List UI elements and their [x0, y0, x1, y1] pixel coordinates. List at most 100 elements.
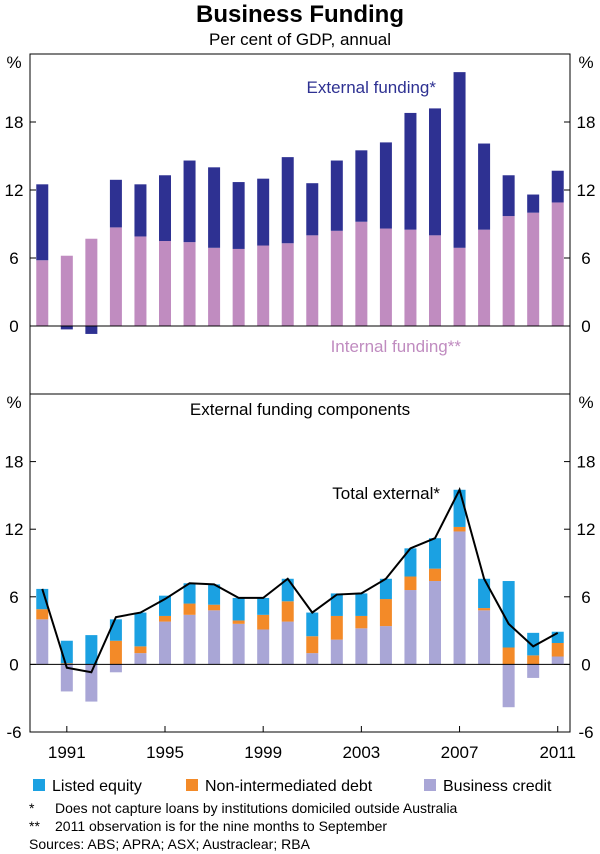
- bottom-bar-non-intermediated-debt-1996: [183, 603, 196, 615]
- top-ytick-label-left: 12: [5, 181, 24, 200]
- footnote-text-1: Does not capture loans by institutions d…: [55, 800, 458, 816]
- bottom-bar-business-credit-2006: [429, 581, 441, 665]
- bottom-bar-business-credit-2002: [330, 639, 343, 665]
- bottom-bar-listed-equity-1999: [257, 597, 270, 615]
- top-bar-internal-1999: [257, 245, 270, 326]
- bottom-bar-listed-equity-2002: [330, 593, 343, 616]
- top-bar-internal-1992: [85, 238, 98, 326]
- chart-subtitle: Per cent of GDP, annual: [209, 30, 391, 49]
- top-bar-external-2005: [404, 112, 417, 230]
- bottom-bar-business-credit-1992: [85, 664, 98, 702]
- bottom-bar-business-credit-1991: [60, 664, 73, 692]
- top-bar-internal-2010: [527, 212, 540, 326]
- top-bar-external-1996: [183, 160, 196, 243]
- bottom-bar-non-intermediated-debt-1994: [134, 646, 147, 654]
- bottom-bar-non-intermediated-debt-1995: [159, 615, 171, 622]
- top-bar-internal-2006: [429, 235, 441, 326]
- bottom-bar-non-intermediated-debt-1999: [257, 614, 270, 630]
- bottom-ytick-label-right: 6: [581, 588, 590, 607]
- bottom-bar-listed-equity-2009: [502, 581, 515, 648]
- bottom-bar-listed-equity-1994: [134, 612, 147, 647]
- top-ytick-label-right: 6: [581, 249, 590, 268]
- top-ytick-label-right: 12: [577, 181, 596, 200]
- top-bar-internal-2005: [404, 229, 417, 326]
- top-bar-external-1994: [134, 184, 147, 237]
- bottom-bar-business-credit-2001: [306, 653, 319, 665]
- top-bar-external-2011: [551, 170, 564, 203]
- bottom-bar-listed-equity-2005: [404, 548, 417, 577]
- footnote-text-2: 2011 observation is for the nine months …: [55, 818, 387, 834]
- bottom-bar-non-intermediated-debt-1990: [36, 609, 49, 620]
- top-bar-external-1995: [159, 175, 171, 241]
- bottom-bar-business-credit-2004: [379, 626, 392, 665]
- bottom-bar-business-credit-1997: [208, 610, 221, 665]
- top-bar-internal-2002: [330, 230, 343, 326]
- top-bar-internal-2003: [355, 221, 368, 326]
- bottom-bar-business-credit-2010: [527, 664, 540, 678]
- bottom-bar-listed-equity-1998: [232, 597, 245, 621]
- bottom-ytick-label-left: 18: [5, 453, 24, 472]
- bottom-ytick-label-left: 12: [5, 520, 24, 539]
- top-bar-external-2008: [478, 143, 491, 230]
- bottom-bar-business-credit-1999: [257, 629, 270, 665]
- top-bar-internal-1996: [183, 242, 196, 326]
- bottom-bar-listed-equity-2003: [355, 593, 368, 616]
- footnote-marker-2: **: [29, 818, 40, 834]
- chart-title: Business Funding: [196, 1, 404, 28]
- top-bar-external-2006: [429, 108, 441, 236]
- top-bar-external-1992: [85, 326, 98, 334]
- bottom-ytick-label-right: -6: [578, 723, 593, 742]
- top-ytick-label-right: 18: [577, 113, 596, 132]
- top-bar-external-2001: [306, 183, 319, 236]
- bottom-bar-listed-equity-2004: [379, 578, 392, 600]
- top-bar-internal-1991: [60, 255, 73, 326]
- total-external-label: Total external*: [332, 484, 440, 503]
- top-bar-internal-1997: [208, 247, 221, 326]
- top-bar-external-2010: [527, 194, 540, 213]
- bottom-bar-non-intermediated-debt-2001: [306, 636, 319, 654]
- legend: Listed equity Non-intermediated debt Bus…: [33, 778, 552, 795]
- top-bar-internal-1994: [134, 236, 147, 326]
- bottom-bar-listed-equity-1992: [85, 635, 98, 665]
- top-bar-external-1991: [60, 326, 73, 330]
- top-bar-internal-2000: [281, 243, 294, 326]
- top-bar-internal-2001: [306, 235, 319, 326]
- top-bar-internal-1993: [109, 227, 122, 326]
- bottom-xtick-label-1999: 1999: [244, 743, 282, 762]
- top-bar-external-1998: [232, 182, 245, 249]
- bottom-ytick-label-right: 18: [577, 453, 596, 472]
- top-bar-internal-1998: [232, 248, 245, 326]
- bottom-bar-listed-equity-2011: [551, 631, 564, 643]
- top-label-external: External funding*: [307, 78, 437, 97]
- top-bar-external-1990: [36, 184, 49, 261]
- bottom-bar-business-credit-1994: [134, 653, 147, 665]
- legend-swatch-business-credit: [424, 779, 436, 791]
- bottom-xtick-label-1995: 1995: [146, 743, 184, 762]
- top-bar-external-2009: [502, 175, 515, 217]
- bottom-bar-listed-equity-2010: [527, 632, 540, 656]
- top-bar-external-2007: [453, 72, 466, 248]
- top-label-internal: Internal funding**: [331, 337, 462, 356]
- bottom-panel-title: External funding components: [190, 400, 410, 419]
- bottom-bar-non-intermediated-debt-2010: [527, 655, 540, 665]
- bottom-unit-left: %: [6, 393, 21, 412]
- top-ytick-label-left: 0: [9, 317, 18, 336]
- bottom-bar-listed-equity-2006: [429, 538, 441, 569]
- legend-swatch-listed-equity: [33, 779, 45, 791]
- top-bar-external-2002: [330, 160, 343, 231]
- top-bar-internal-2011: [551, 202, 564, 326]
- bottom-xtick-label-2011: 2011: [539, 743, 576, 762]
- bottom-bar-non-intermediated-debt-2005: [404, 576, 417, 591]
- top-unit-left: %: [6, 53, 21, 72]
- top-panel: % % 0 0 6 6 12 12 18 18 External funding* Internal …: [5, 53, 596, 395]
- bottom-bar-non-intermediated-debt-2003: [355, 615, 368, 629]
- bottom-bar-non-intermediated-debt-2009: [502, 647, 515, 665]
- bottom-bar-business-credit-1996: [183, 614, 196, 665]
- top-bar-external-1997: [208, 167, 221, 248]
- bottom-unit-right: %: [578, 393, 593, 412]
- bottom-bar-non-intermediated-debt-2000: [281, 601, 294, 622]
- bottom-bar-listed-equity-1996: [183, 583, 196, 604]
- bottom-bar-non-intermediated-debt-2002: [330, 615, 343, 640]
- bottom-bar-listed-equity-2001: [306, 612, 319, 637]
- bottom-bar-non-intermediated-debt-2004: [379, 599, 392, 627]
